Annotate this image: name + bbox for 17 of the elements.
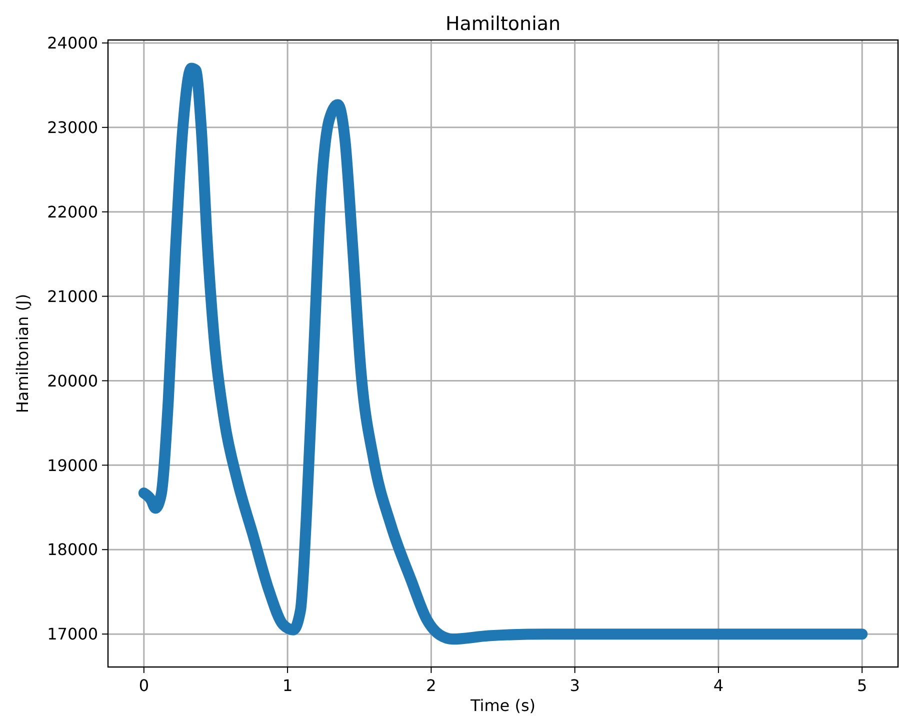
- x-axis-title: Time (s): [469, 696, 536, 715]
- y-tick-label: 21000: [47, 286, 98, 306]
- y-tick-label: 22000: [47, 202, 98, 222]
- y-tick-label: 17000: [47, 624, 98, 644]
- y-axis-title: Hamiltonian (J): [13, 294, 32, 414]
- y-tick-label: 18000: [47, 540, 98, 560]
- x-tick-label: 2: [426, 676, 436, 695]
- x-tick-label: 0: [138, 676, 150, 695]
- chart-title: Hamiltonian: [445, 13, 561, 35]
- x-tick-label: 4: [713, 676, 724, 695]
- y-tick-label: 20000: [47, 371, 98, 390]
- x-tick-label: 1: [282, 676, 293, 695]
- x-tick-label: 5: [856, 676, 868, 695]
- y-tick-label: 19000: [47, 456, 98, 475]
- x-tick-label: 3: [570, 676, 580, 695]
- y-tick-label: 24000: [47, 34, 98, 53]
- y-tick-label: 23000: [47, 118, 98, 137]
